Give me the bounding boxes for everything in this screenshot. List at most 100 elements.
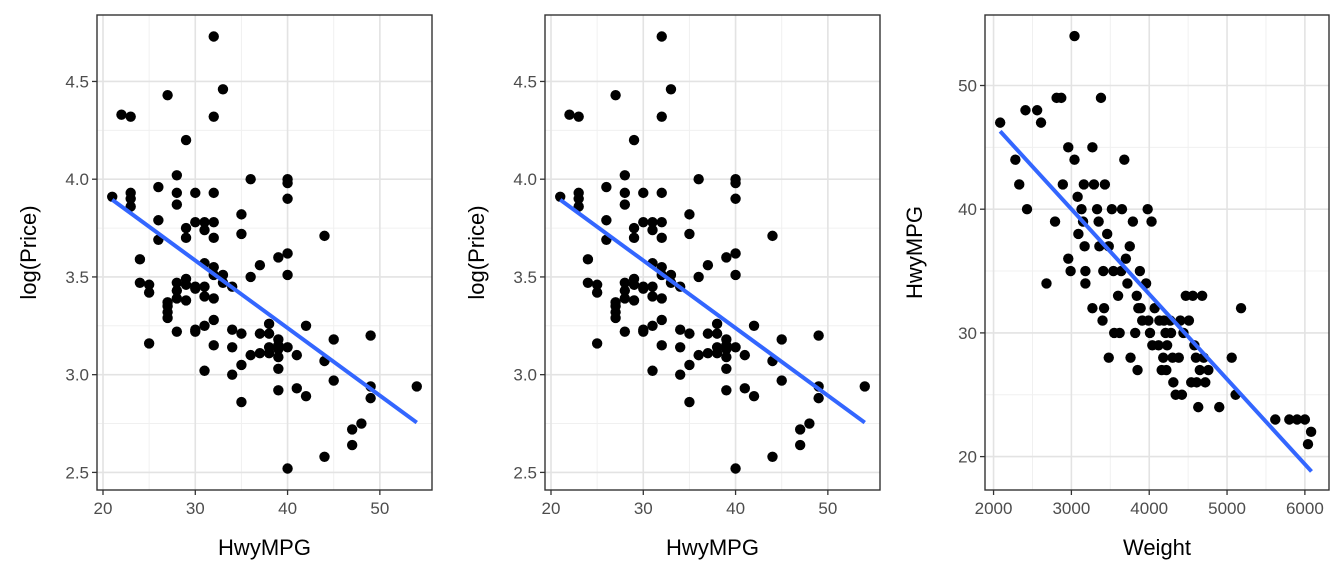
data-point	[859, 381, 870, 392]
data-point	[171, 187, 183, 199]
x-tick-label: 30	[634, 499, 653, 518]
data-point	[711, 328, 723, 339]
data-point	[226, 342, 238, 353]
data-point	[1122, 278, 1133, 289]
data-point	[601, 215, 612, 226]
data-point	[1176, 389, 1188, 400]
data-point	[1153, 340, 1164, 351]
data-point	[1020, 105, 1031, 116]
data-point	[591, 279, 603, 290]
regression-line	[111, 198, 418, 425]
y-tick-label: 3.5	[513, 268, 537, 287]
data-point	[1127, 216, 1139, 227]
y-tick-label: 2.5	[65, 463, 89, 482]
data-point	[273, 252, 284, 263]
data-point	[171, 199, 183, 210]
data-point	[1161, 340, 1173, 351]
data-point	[1069, 154, 1080, 165]
data-point	[365, 392, 376, 404]
data-point	[1119, 154, 1130, 165]
y-tick-label: 20	[958, 448, 977, 467]
data-point	[684, 209, 695, 220]
data-point	[638, 326, 649, 337]
data-point	[1161, 364, 1172, 376]
data-point	[619, 326, 631, 337]
data-point	[1135, 302, 1146, 314]
x-tick-label: 3000	[1052, 499, 1090, 518]
data-point	[628, 295, 640, 306]
y-tick-label: 3.0	[513, 366, 537, 385]
data-point	[208, 31, 219, 42]
data-point	[1098, 302, 1110, 314]
data-point	[628, 279, 640, 290]
data-point	[730, 248, 741, 259]
data-point	[171, 170, 183, 181]
x-axis-title: HwyMPG	[666, 535, 759, 560]
data-point	[647, 291, 658, 302]
data-point	[171, 285, 183, 296]
data-point	[721, 363, 732, 375]
panel-price-vs-hwympg-middle: 20 30 40 50 2.5 3.0 3.5 4.0 4.5 HwyMPG log(Price)	[464, 14, 881, 560]
data-point	[162, 89, 173, 101]
data-point	[134, 277, 146, 288]
data-point	[208, 293, 219, 304]
data-point	[199, 281, 210, 292]
data-point	[638, 217, 649, 228]
data-point	[1299, 414, 1311, 425]
data-point	[153, 215, 164, 226]
y-tick-label: 4.5	[513, 72, 537, 91]
data-point	[1031, 105, 1043, 116]
x-tick-label: 6000	[1286, 499, 1324, 518]
data-point	[300, 390, 312, 402]
data-point	[1087, 142, 1098, 153]
data-point	[1103, 352, 1114, 363]
data-point	[328, 334, 339, 345]
data-point	[684, 359, 695, 371]
data-point	[226, 369, 238, 380]
data-point	[665, 84, 677, 95]
x-tick-label: 20	[542, 499, 561, 518]
data-point	[794, 424, 806, 435]
data-point	[1063, 142, 1074, 153]
data-point	[1057, 179, 1069, 190]
data-point	[180, 232, 192, 244]
data-point	[656, 187, 667, 199]
x-tick-label: 40	[726, 499, 745, 518]
data-point	[1142, 204, 1153, 215]
data-point	[245, 349, 256, 361]
data-point	[684, 328, 695, 339]
x-axis-title: Weight	[1123, 535, 1191, 560]
data-point	[300, 320, 312, 332]
data-point	[573, 193, 584, 204]
data-point	[190, 187, 201, 199]
data-point	[1132, 364, 1143, 376]
data-point	[199, 365, 210, 376]
data-point	[1069, 30, 1080, 42]
data-point	[776, 375, 787, 386]
data-point	[767, 451, 778, 462]
data-point	[263, 328, 275, 339]
data-point	[730, 342, 741, 353]
data-point	[813, 392, 824, 404]
data-point	[647, 320, 658, 332]
data-point	[730, 269, 741, 281]
data-point	[776, 334, 787, 345]
data-point	[730, 193, 741, 204]
data-point	[1190, 352, 1202, 363]
data-point	[1056, 92, 1067, 104]
plot-background	[985, 15, 1329, 490]
data-point	[1203, 364, 1214, 376]
data-point	[702, 260, 714, 271]
data-point	[1099, 179, 1111, 190]
data-point	[1014, 179, 1025, 190]
data-point	[684, 228, 695, 240]
y-tick-label: 3.0	[65, 366, 89, 385]
data-point	[162, 312, 173, 324]
data-point	[1125, 352, 1136, 363]
regression-line	[998, 129, 1313, 473]
data-point	[610, 312, 621, 324]
data-point	[1049, 216, 1061, 227]
data-point	[1101, 228, 1113, 240]
data-point	[1010, 154, 1021, 165]
